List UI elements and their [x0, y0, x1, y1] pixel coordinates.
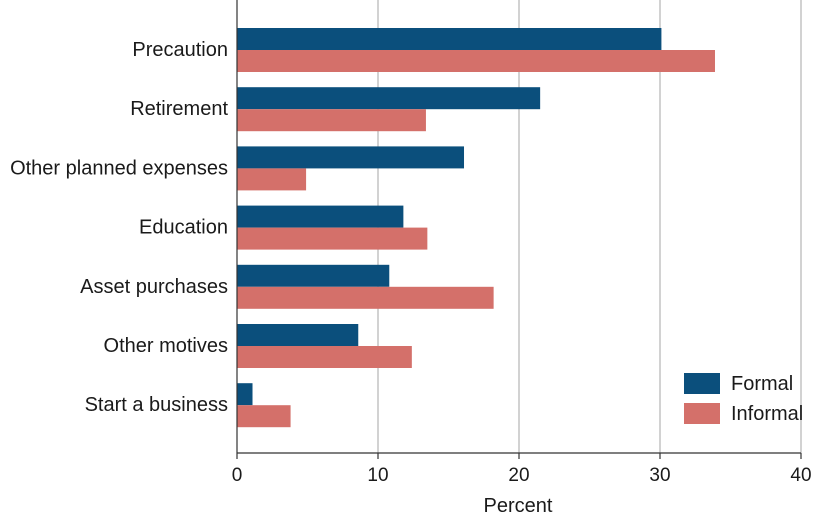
x-axis-title: Percent	[484, 495, 553, 517]
legend-swatch-informal	[684, 403, 720, 424]
bar-formal-2	[237, 146, 465, 169]
tick-labels: 0 10 20 30 40	[232, 465, 812, 486]
bar-informal-2	[237, 168, 307, 191]
legend-label-informal: Informal	[731, 403, 803, 425]
bars	[237, 28, 715, 428]
bar-informal-4	[237, 286, 494, 309]
x-tick-label: 40	[790, 465, 811, 486]
category-label: Precaution	[132, 39, 228, 61]
bar-formal-4	[237, 264, 390, 287]
x-tick-label: 0	[232, 465, 243, 486]
category-label: Asset purchases	[80, 276, 228, 298]
bar-formal-1	[237, 87, 541, 110]
x-tick-label: 30	[649, 465, 670, 486]
bar-informal-1	[237, 109, 426, 132]
bar-informal-6	[237, 405, 291, 428]
bar-formal-5	[237, 324, 359, 346]
bar-informal-3	[237, 227, 428, 250]
category-label: Other motives	[104, 335, 228, 357]
bar-formal-6	[237, 383, 253, 406]
legend-swatch-formal	[684, 373, 720, 394]
category-label: Start a business	[85, 394, 228, 416]
category-label: Other planned expenses	[10, 157, 228, 179]
x-tick-label: 10	[367, 465, 388, 486]
category-label: Retirement	[130, 98, 228, 120]
legend: Formal Informal	[684, 373, 803, 425]
bar-informal-0	[237, 50, 715, 72]
x-tick-label: 20	[508, 465, 529, 486]
bar-formal-3	[237, 205, 404, 228]
legend-label-formal: Formal	[731, 373, 793, 395]
category-label: Education	[139, 217, 228, 239]
bar-informal-5	[237, 346, 412, 368]
bar-formal-0	[237, 28, 662, 50]
axes	[236, 0, 802, 459]
category-labels: Precaution Retirement Other planned expens…	[10, 39, 228, 416]
